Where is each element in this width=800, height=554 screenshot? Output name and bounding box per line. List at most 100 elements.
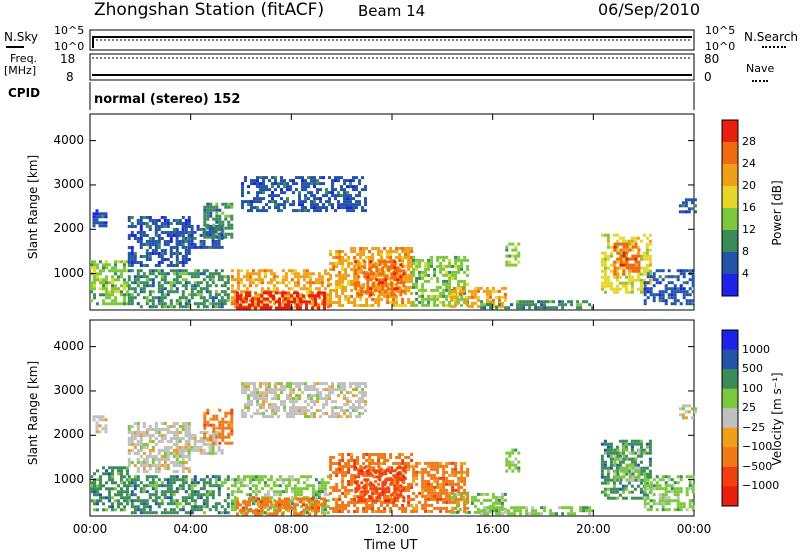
velocity-cell bbox=[691, 499, 695, 503]
power-cell bbox=[430, 276, 434, 280]
velocity-cell bbox=[290, 502, 294, 506]
velocity-cell bbox=[287, 500, 290, 504]
power-cell bbox=[302, 296, 306, 300]
velocity-cell bbox=[402, 469, 406, 473]
velocity-cell bbox=[139, 499, 143, 503]
power-cell bbox=[145, 243, 149, 246]
velocity-cell bbox=[211, 433, 215, 437]
velocity-cell bbox=[363, 487, 367, 491]
velocity-cell bbox=[245, 503, 248, 507]
velocity-cell bbox=[193, 439, 197, 443]
velocity-cell bbox=[338, 462, 342, 465]
power-cell bbox=[645, 263, 649, 267]
power-cell bbox=[380, 262, 384, 265]
power-cell bbox=[517, 251, 521, 255]
power-cell bbox=[341, 259, 345, 262]
velocity-cell bbox=[655, 481, 659, 485]
power-cell bbox=[157, 240, 161, 243]
power-cell bbox=[449, 304, 453, 308]
velocity-cell bbox=[93, 487, 96, 491]
power-cell bbox=[99, 278, 102, 282]
power-cell bbox=[661, 296, 665, 300]
velocity-cell bbox=[486, 506, 490, 510]
velocity-cell bbox=[136, 505, 140, 509]
power-cell bbox=[181, 278, 185, 282]
velocity-cell bbox=[628, 472, 632, 476]
power-cell bbox=[105, 260, 108, 264]
velocity-cell bbox=[368, 453, 372, 456]
power-cell bbox=[296, 291, 299, 295]
power-cell bbox=[377, 286, 381, 289]
velocity-cell bbox=[353, 462, 357, 465]
power-cell bbox=[302, 272, 306, 276]
velocity-cell bbox=[130, 493, 134, 497]
velocity-cell bbox=[636, 463, 640, 467]
power-cell bbox=[528, 303, 532, 307]
power-cell bbox=[218, 235, 222, 239]
power-cell bbox=[263, 299, 267, 303]
velocity-cell bbox=[357, 496, 361, 500]
power-cell bbox=[412, 261, 416, 265]
velocity-cell bbox=[142, 511, 146, 515]
velocity-cell bbox=[205, 493, 209, 497]
power-cell bbox=[145, 284, 149, 288]
velocity-cell bbox=[166, 464, 170, 467]
power-cell bbox=[203, 229, 207, 233]
velocity-cell bbox=[332, 471, 336, 474]
power-cell bbox=[352, 188, 355, 192]
power-cell bbox=[670, 281, 674, 285]
velocity-cell bbox=[609, 487, 613, 491]
velocity-cell bbox=[407, 462, 411, 465]
power-cell bbox=[253, 197, 256, 201]
velocity-cell bbox=[166, 431, 170, 434]
velocity-cell bbox=[433, 506, 437, 510]
velocity-cell bbox=[517, 451, 521, 455]
power-cell bbox=[268, 188, 271, 192]
velocity-cell bbox=[489, 509, 493, 513]
power-cell bbox=[133, 258, 137, 261]
power-cell bbox=[338, 304, 342, 307]
velocity-cell bbox=[341, 510, 345, 513]
power-cell bbox=[624, 284, 628, 288]
power-cell bbox=[157, 272, 161, 276]
power-cell bbox=[362, 283, 366, 286]
velocity-cell bbox=[380, 462, 384, 465]
velocity-cell bbox=[396, 478, 400, 482]
power-cell bbox=[364, 185, 367, 189]
velocity-cell bbox=[163, 428, 167, 431]
power-cell bbox=[383, 292, 387, 295]
velocity-cell bbox=[211, 493, 215, 497]
velocity-cell bbox=[335, 462, 339, 465]
power-cell bbox=[364, 197, 367, 201]
power-cell bbox=[338, 277, 342, 280]
velocity-cell bbox=[407, 456, 411, 459]
velocity-cell bbox=[230, 423, 234, 427]
velocity-cell bbox=[193, 448, 197, 452]
velocity-cell bbox=[338, 498, 342, 501]
velocity-cell bbox=[448, 509, 452, 513]
velocity-cell bbox=[151, 484, 155, 488]
power-cell bbox=[442, 291, 446, 295]
velocity-cell bbox=[205, 442, 209, 446]
power-cell bbox=[230, 299, 234, 303]
power-cell bbox=[433, 300, 437, 304]
power-cell bbox=[187, 239, 191, 243]
velocity-cell bbox=[350, 477, 354, 480]
velocity-cell bbox=[263, 503, 266, 507]
power-cell bbox=[181, 293, 185, 297]
power-cell bbox=[415, 291, 419, 295]
velocity-cell bbox=[393, 487, 397, 491]
velocity-cell bbox=[433, 479, 437, 483]
velocity-cell bbox=[362, 507, 366, 510]
power-cell bbox=[292, 182, 295, 186]
velocity-cell bbox=[448, 482, 452, 486]
power-cell bbox=[341, 289, 345, 292]
velocity-cell bbox=[163, 478, 167, 482]
power-cell bbox=[136, 269, 140, 273]
power-cell bbox=[272, 302, 276, 306]
velocity-cell bbox=[262, 400, 265, 404]
power-cell bbox=[451, 273, 455, 277]
velocity-cell bbox=[114, 466, 117, 470]
power-cell bbox=[187, 246, 191, 249]
velocity-cell bbox=[430, 485, 434, 489]
